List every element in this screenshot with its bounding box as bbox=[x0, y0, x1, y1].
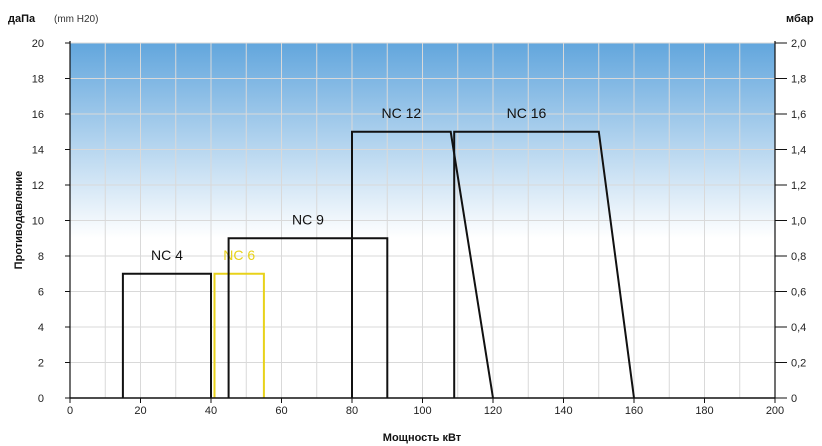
y-tick-label-right: 0,6 bbox=[791, 287, 806, 299]
y-right-unit: мбар bbox=[786, 13, 814, 25]
x-tick-label: 40 bbox=[205, 405, 217, 417]
y-tick-label-right: 0,4 bbox=[791, 322, 806, 334]
x-tick-label: 0 bbox=[67, 405, 73, 417]
y-tick-label-right: 1,0 bbox=[791, 216, 806, 228]
y-tick-label-left: 12 bbox=[32, 180, 44, 192]
x-tick-label: 20 bbox=[134, 405, 146, 417]
x-tick-label: 80 bbox=[346, 405, 358, 417]
x-tick-label: 100 bbox=[413, 405, 431, 417]
series-nc-4-label: NC 4 bbox=[151, 247, 183, 263]
y-tick-label-right: 0 bbox=[791, 393, 797, 405]
series-nc-12-label: NC 12 bbox=[382, 105, 422, 121]
y-tick-label-left: 8 bbox=[38, 251, 44, 263]
series-nc-16-label: NC 16 bbox=[507, 105, 547, 121]
y-left-unit: даПа bbox=[8, 13, 36, 25]
y-tick-label-right: 1,8 bbox=[791, 74, 806, 86]
series-nc-4-line bbox=[121, 272, 212, 398]
series-nc-6-line bbox=[213, 272, 265, 398]
x-tick-label: 140 bbox=[554, 405, 572, 417]
y-axis-title: Противодавление bbox=[13, 171, 25, 270]
y-tick-label-left: 18 bbox=[32, 74, 44, 86]
series-nc-9-line bbox=[227, 237, 389, 398]
grid bbox=[70, 42, 775, 398]
series-nc-16-line bbox=[453, 130, 635, 399]
series-group: NC 4 NC 6 NC 9 NC 12 NC 16 bbox=[121, 105, 635, 399]
y-tick-label-right: 2,0 bbox=[791, 38, 806, 50]
y-left-unit-sub: (mm H20) bbox=[54, 14, 98, 25]
x-tick-label: 200 bbox=[766, 405, 784, 417]
x-tick-label: 180 bbox=[695, 405, 713, 417]
y-tick-label-left: 10 bbox=[32, 216, 44, 228]
y-tick-label-left: 0 bbox=[38, 393, 44, 405]
y-tick-label-right: 1,6 bbox=[791, 109, 806, 121]
y-tick-label-right: 1,4 bbox=[791, 145, 806, 157]
x-tick-label: 120 bbox=[484, 405, 502, 417]
y-tick-label-left: 6 bbox=[38, 287, 44, 299]
x-tick-label: 160 bbox=[625, 405, 643, 417]
series-nc-6-label: NC 6 bbox=[223, 247, 255, 263]
y-tick-label-left: 14 bbox=[32, 145, 44, 157]
y-tick-label-left: 2 bbox=[38, 358, 44, 370]
y-tick-label-left: 16 bbox=[32, 109, 44, 121]
y-tick-label-left: 4 bbox=[38, 322, 44, 334]
x-axis-title: Мощность кВт bbox=[383, 432, 462, 444]
y-tick-label-right: 0,2 bbox=[791, 358, 806, 370]
series-nc-9-label: NC 9 bbox=[292, 211, 324, 227]
series-nc-12-line bbox=[351, 130, 494, 399]
axes: 0 20 40 60 80 100 120 140 160 180 200 0 0 2 0,2 4 0,4 6 0,… bbox=[32, 38, 807, 417]
y-tick-label-left: 20 bbox=[32, 38, 44, 50]
y-tick-label-right: 1,2 bbox=[791, 180, 806, 192]
x-tick-label: 60 bbox=[275, 405, 287, 417]
y-tick-label-right: 0,8 bbox=[791, 251, 806, 263]
